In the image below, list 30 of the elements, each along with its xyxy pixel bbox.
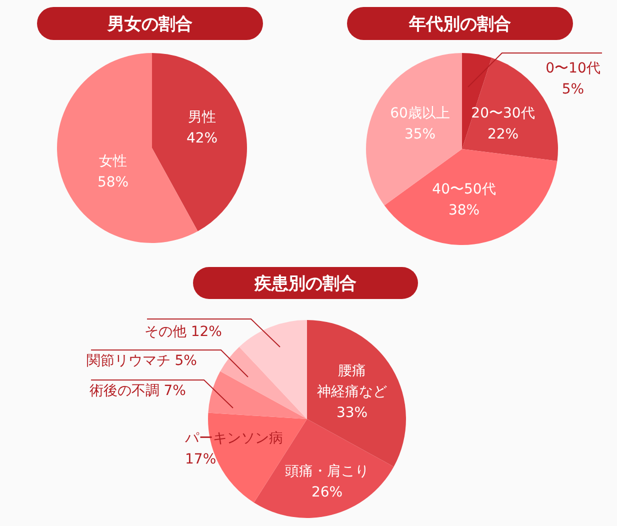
data-label: 58% (97, 174, 129, 190)
pie-slice (384, 149, 558, 245)
pie-slice (239, 320, 307, 419)
slice-label: 術後の不調 7% (89, 383, 186, 399)
chart-title: 年代別の割合 (408, 14, 511, 34)
slice-label: 20〜30代 (471, 106, 535, 122)
pie-slice (254, 419, 394, 518)
data-label: 17% (185, 452, 216, 468)
slice-label: 男性 (188, 110, 216, 126)
slice-label: 関節リウマチ 5% (86, 353, 197, 369)
slice-label: 40〜50代 (432, 182, 496, 198)
data-label: 22% (487, 126, 519, 142)
data-label: 42% (186, 130, 218, 146)
pie-slice (366, 53, 462, 206)
slice-label: 女性 (99, 154, 127, 170)
slice-label: その他 12% (144, 324, 222, 340)
slice-label: 0〜10代 (546, 60, 600, 76)
slice-label: 頭痛・肩こり (285, 464, 369, 480)
pie-slice (152, 53, 247, 232)
data-label: 33% (336, 405, 368, 421)
slice-label: 60歳以上 (390, 106, 450, 122)
pie-slice (220, 346, 307, 419)
data-label: 26% (311, 484, 343, 500)
data-label: 5% (562, 82, 584, 98)
data-label: 38% (448, 202, 480, 218)
chart-title: 疾患別の割合 (254, 274, 356, 294)
pie-slice (208, 371, 307, 419)
slice-label: 腰痛神経痛など (317, 363, 387, 400)
data-label: 35% (404, 126, 436, 142)
chart-title: 男女の割合 (106, 14, 192, 34)
